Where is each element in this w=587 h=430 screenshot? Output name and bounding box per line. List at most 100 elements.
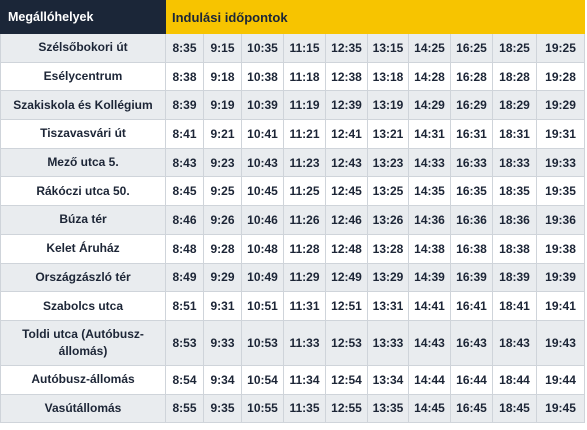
departure-time-cell: 14:41 [408,291,451,321]
departure-time-cell: 9:26 [203,205,242,235]
departure-time-cell: 14:43 [408,319,451,366]
departure-time-cell: 16:41 [450,291,493,321]
departure-time-cell: 16:39 [450,262,493,293]
departure-time-cell: 13:31 [367,291,409,321]
departure-time-cell: 18:29 [492,90,537,121]
departure-time-cell: 8:48 [165,233,204,264]
departure-time-cell: 11:31 [283,291,326,321]
table-row: Kelet Áruház 8:48 9:28 10:48 11:28 12:48 13:28… [0,233,586,264]
departure-time-cell: 11:18 [283,61,326,92]
departure-time-cell: 18:38 [492,233,537,264]
departure-time-cell: 14:25 [408,33,451,63]
departure-time-cell: 13:21 [367,119,409,149]
departure-time-cell: 19:25 [535,33,586,63]
departure-time-cell: 12:48 [325,233,368,264]
departure-time-cell: 10:48 [241,233,284,264]
departure-time-cell: 18:28 [492,61,537,92]
departure-time-cell: 16:31 [450,119,493,149]
departure-time-cell: 8:46 [165,205,204,235]
departure-time-cell: 19:29 [535,90,586,121]
departure-time-cell: 10:41 [241,119,284,149]
departure-time-cell: 13:25 [367,176,409,207]
departure-time-cell: 19:44 [535,364,586,395]
departure-time-cell: 8:54 [165,364,204,395]
departure-time-cell: 11:25 [283,176,326,207]
stops-column-header: Megállóhelyek [0,0,166,34]
departure-time-cell: 13:33 [367,319,409,366]
stop-name-cell: Mező utca 5. [0,147,166,178]
departure-time-cell: 8:49 [165,262,204,293]
departure-time-cell: 16:25 [450,33,493,63]
departure-time-cell: 10:43 [241,147,284,178]
departure-time-cell: 14:36 [408,205,451,235]
departure-time-cell: 11:23 [283,147,326,178]
departure-time-cell: 16:35 [450,176,493,207]
departure-time-cell: 12:54 [325,364,368,395]
departure-time-cell: 18:43 [492,319,537,366]
departure-time-cell: 9:23 [203,147,242,178]
departure-time-cell: 12:51 [325,291,368,321]
table-row: Vasútállomás 8:55 9:35 10:55 11:35 12:55 13:35… [0,393,586,424]
departure-time-cell: 10:35 [241,33,284,63]
departure-time-cell: 18:25 [492,33,537,63]
departure-time-cell: 10:53 [241,319,284,366]
table-row: Mező utca 5. 8:43 9:23 10:43 11:23 12:43 13:23… [0,147,586,178]
stop-name-cell: Rákóczi utca 50. [0,176,166,207]
departure-time-cell: 16:36 [450,205,493,235]
departure-time-cell: 12:41 [325,119,368,149]
departure-time-cell: 10:39 [241,90,284,121]
departure-time-cell: 18:44 [492,364,537,395]
departure-time-cell: 18:39 [492,262,537,293]
departure-time-cell: 9:29 [203,262,242,293]
departure-time-cell: 8:55 [165,393,204,424]
departure-time-cell: 11:35 [283,393,326,424]
departure-time-cell: 9:15 [203,33,242,63]
departure-time-cell: 19:36 [535,205,586,235]
departure-time-cell: 11:21 [283,119,326,149]
departure-time-cell: 11:33 [283,319,326,366]
departure-time-cell: 19:35 [535,176,586,207]
departure-time-cell: 12:45 [325,176,368,207]
departure-time-cell: 9:34 [203,364,242,395]
departure-time-cell: 8:53 [165,319,204,366]
table-row: Tiszavasvári út 8:41 9:21 10:41 11:21 12:41 13… [0,119,586,149]
departure-time-cell: 16:45 [450,393,493,424]
departure-time-cell: 14:38 [408,233,451,264]
departure-time-cell: 12:38 [325,61,368,92]
departure-time-cell: 19:33 [535,147,586,178]
departure-time-cell: 10:38 [241,61,284,92]
stop-name-cell: Országzászló tér [0,262,166,293]
departure-time-cell: 12:35 [325,33,368,63]
table-row: Esélycentrum 8:38 9:18 10:38 11:18 12:38 13:18… [0,61,586,92]
table-row: Szélsőbokori út 8:35 9:15 10:35 11:15 12:35 13… [0,33,586,63]
departure-time-cell: 11:26 [283,205,326,235]
departure-time-cell: 14:39 [408,262,451,293]
table-row: Rákóczi utca 50. 8:45 9:25 10:45 11:25 12:45 1… [0,176,586,207]
departure-time-cell: 11:15 [283,33,326,63]
departure-time-cell: 13:29 [367,262,409,293]
departure-time-cell: 10:51 [241,291,284,321]
departure-time-cell: 12:43 [325,147,368,178]
departure-time-cell: 13:15 [367,33,409,63]
departure-time-cell: 8:35 [165,33,204,63]
departure-time-cell: 12:49 [325,262,368,293]
departure-time-cell: 19:38 [535,233,586,264]
departure-time-cell: 19:43 [535,319,586,366]
departure-time-cell: 9:33 [203,319,242,366]
departure-time-cell: 18:31 [492,119,537,149]
departure-time-cell: 8:43 [165,147,204,178]
departure-time-cell: 11:29 [283,262,326,293]
table-row: Szakiskola és Kollégium 8:39 9:19 10:39 11:1… [0,90,586,121]
departure-time-cell: 9:28 [203,233,242,264]
stop-name-cell: Szélsőbokori út [0,33,166,63]
departure-time-cell: 14:44 [408,364,451,395]
stop-name-cell: Vasútállomás [0,393,166,424]
table-row: Szabolcs utca 8:51 9:31 10:51 11:31 12:51 13:3… [0,291,586,321]
departure-time-cell: 8:45 [165,176,204,207]
departure-time-cell: 16:44 [450,364,493,395]
departure-time-cell: 14:29 [408,90,451,121]
departure-time-cell: 16:28 [450,61,493,92]
stop-name-cell: Búza tér [0,205,166,235]
table-row: Autóbusz-állomás 8:54 9:34 10:54 11:34 12:54 1… [0,364,586,395]
departure-time-cell: 9:21 [203,119,242,149]
